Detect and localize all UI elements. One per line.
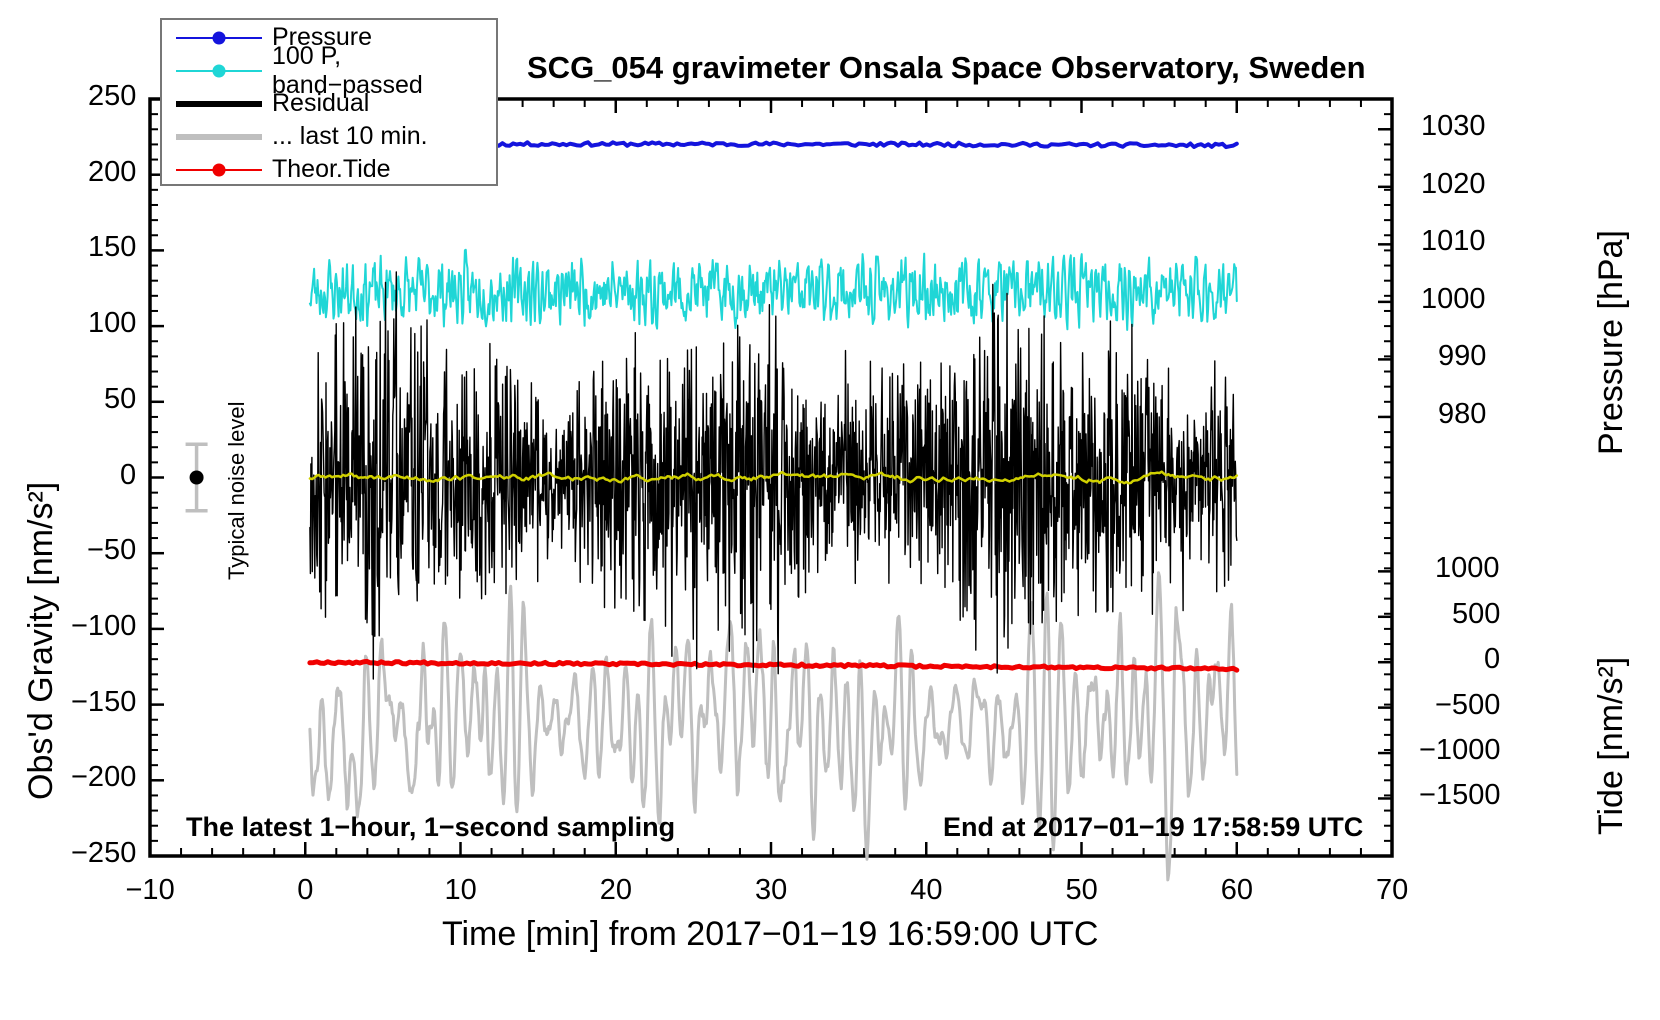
series-residual: [309, 271, 1238, 680]
y-axis-title-tide: Tide [nm/s²]: [1592, 656, 1630, 835]
noise-level-label: Typical noise level: [224, 401, 249, 580]
y-tick-label-tide: −1500: [1419, 779, 1501, 812]
x-tick-label: 60: [1220, 874, 1254, 906]
y-tick-label-left: −50: [87, 534, 137, 567]
y-tick-label-pressure: 990: [1438, 340, 1487, 373]
legend-item-residual[interactable]: Residual: [162, 88, 496, 119]
x-tick-label: 70: [1376, 874, 1409, 906]
y-tick-label-tide: 500: [1452, 597, 1501, 630]
x-tick-label: 20: [599, 874, 633, 906]
legend-item-bandpassed[interactable]: 100 P, band−passed: [162, 42, 496, 99]
legend-line-last10min: [176, 133, 262, 140]
series-smoothed-residual: [308, 470, 1239, 485]
y-tick-label-tide: 1000: [1435, 552, 1500, 585]
series-bandpassed-pressure: [308, 248, 1238, 331]
x-axis-title: Time [min] from 2017−01−19 16:59:00 UTC: [442, 915, 1099, 953]
legend-swatch-pressure: [176, 27, 262, 49]
y-tick-label-left: −100: [71, 609, 137, 642]
series-theoretical-tide: [307, 658, 1240, 673]
legend-marker-theortide: [212, 163, 226, 176]
x-tick-label: 30: [755, 874, 788, 906]
y-axis-title-left: Obs'd Gravity [nm/s²]: [22, 481, 60, 800]
y-tick-label-left: −250: [71, 837, 137, 869]
legend-label-last10min: ... last 10 min.: [272, 122, 428, 150]
legend-line-residual: [176, 100, 262, 107]
y-tick-label-tide: −1000: [1419, 734, 1501, 767]
y-tick-label-tide: −500: [1435, 688, 1501, 721]
y-tick-label-left: 50: [104, 382, 137, 415]
series-last-10-min: [308, 571, 1239, 882]
y-tick-label-left: 200: [88, 155, 137, 188]
legend-label-theortide: Theor.Tide: [272, 155, 391, 183]
chart-legend[interactable]: Pressure 100 P, band−passed Residual ...…: [160, 18, 498, 186]
x-tick-label: 50: [1065, 874, 1098, 906]
y-tick-label-pressure: 1010: [1421, 225, 1486, 258]
y-tick-label-left: 100: [88, 307, 137, 340]
legend-label-bandpassed: 100 P, band−passed: [272, 41, 423, 99]
legend-label-pressure: Pressure: [272, 23, 373, 51]
footer-note-left: The latest 1−hour, 1−second sampling: [186, 812, 676, 842]
y-tick-label-left: −150: [71, 685, 137, 718]
series-layer: [307, 140, 1240, 882]
y-tick-label-left: −200: [71, 761, 137, 794]
noise-level-errorbar: [185, 442, 208, 513]
y-tick-label-left: 250: [88, 80, 137, 112]
y-tick-label-left: 150: [88, 231, 137, 264]
x-tick-label: 10: [444, 874, 477, 906]
legend-marker-pressure: [212, 31, 226, 44]
legend-swatch-residual: [176, 93, 262, 115]
y-axis-title-pressure: Pressure [hPa]: [1592, 230, 1630, 455]
chart-title: SCG_054 gravimeter Onsala Space Observat…: [527, 50, 1366, 85]
legend-item-last10min[interactable]: ... last 10 min.: [162, 121, 496, 152]
legend-label-residual: Residual: [272, 89, 370, 117]
legend-item-theortide[interactable]: Theor.Tide: [162, 154, 496, 185]
y-tick-label-pressure: 1020: [1421, 167, 1486, 200]
y-tick-label-pressure: 1000: [1421, 282, 1486, 315]
footer-note-right: End at 2017−01−19 17:58:59 UTC: [943, 812, 1364, 842]
legend-marker-bandpassed: [212, 64, 226, 77]
legend-swatch-bandpassed: [176, 60, 262, 82]
x-tick-label: −10: [125, 874, 175, 906]
y-tick-label-left: 0: [120, 458, 137, 491]
legend-item-pressure[interactable]: Pressure: [162, 22, 496, 53]
legend-swatch-theortide: [176, 159, 262, 181]
legend-swatch-last10min: [176, 126, 262, 148]
y-tick-label-tide: 0: [1484, 643, 1501, 676]
x-tick-label: 0: [297, 874, 314, 906]
y-tick-label-pressure: 1030: [1421, 110, 1486, 143]
annotations-layer: [185, 442, 208, 513]
x-tick-label: 40: [910, 874, 943, 906]
y-tick-label-pressure: 980: [1438, 397, 1487, 430]
